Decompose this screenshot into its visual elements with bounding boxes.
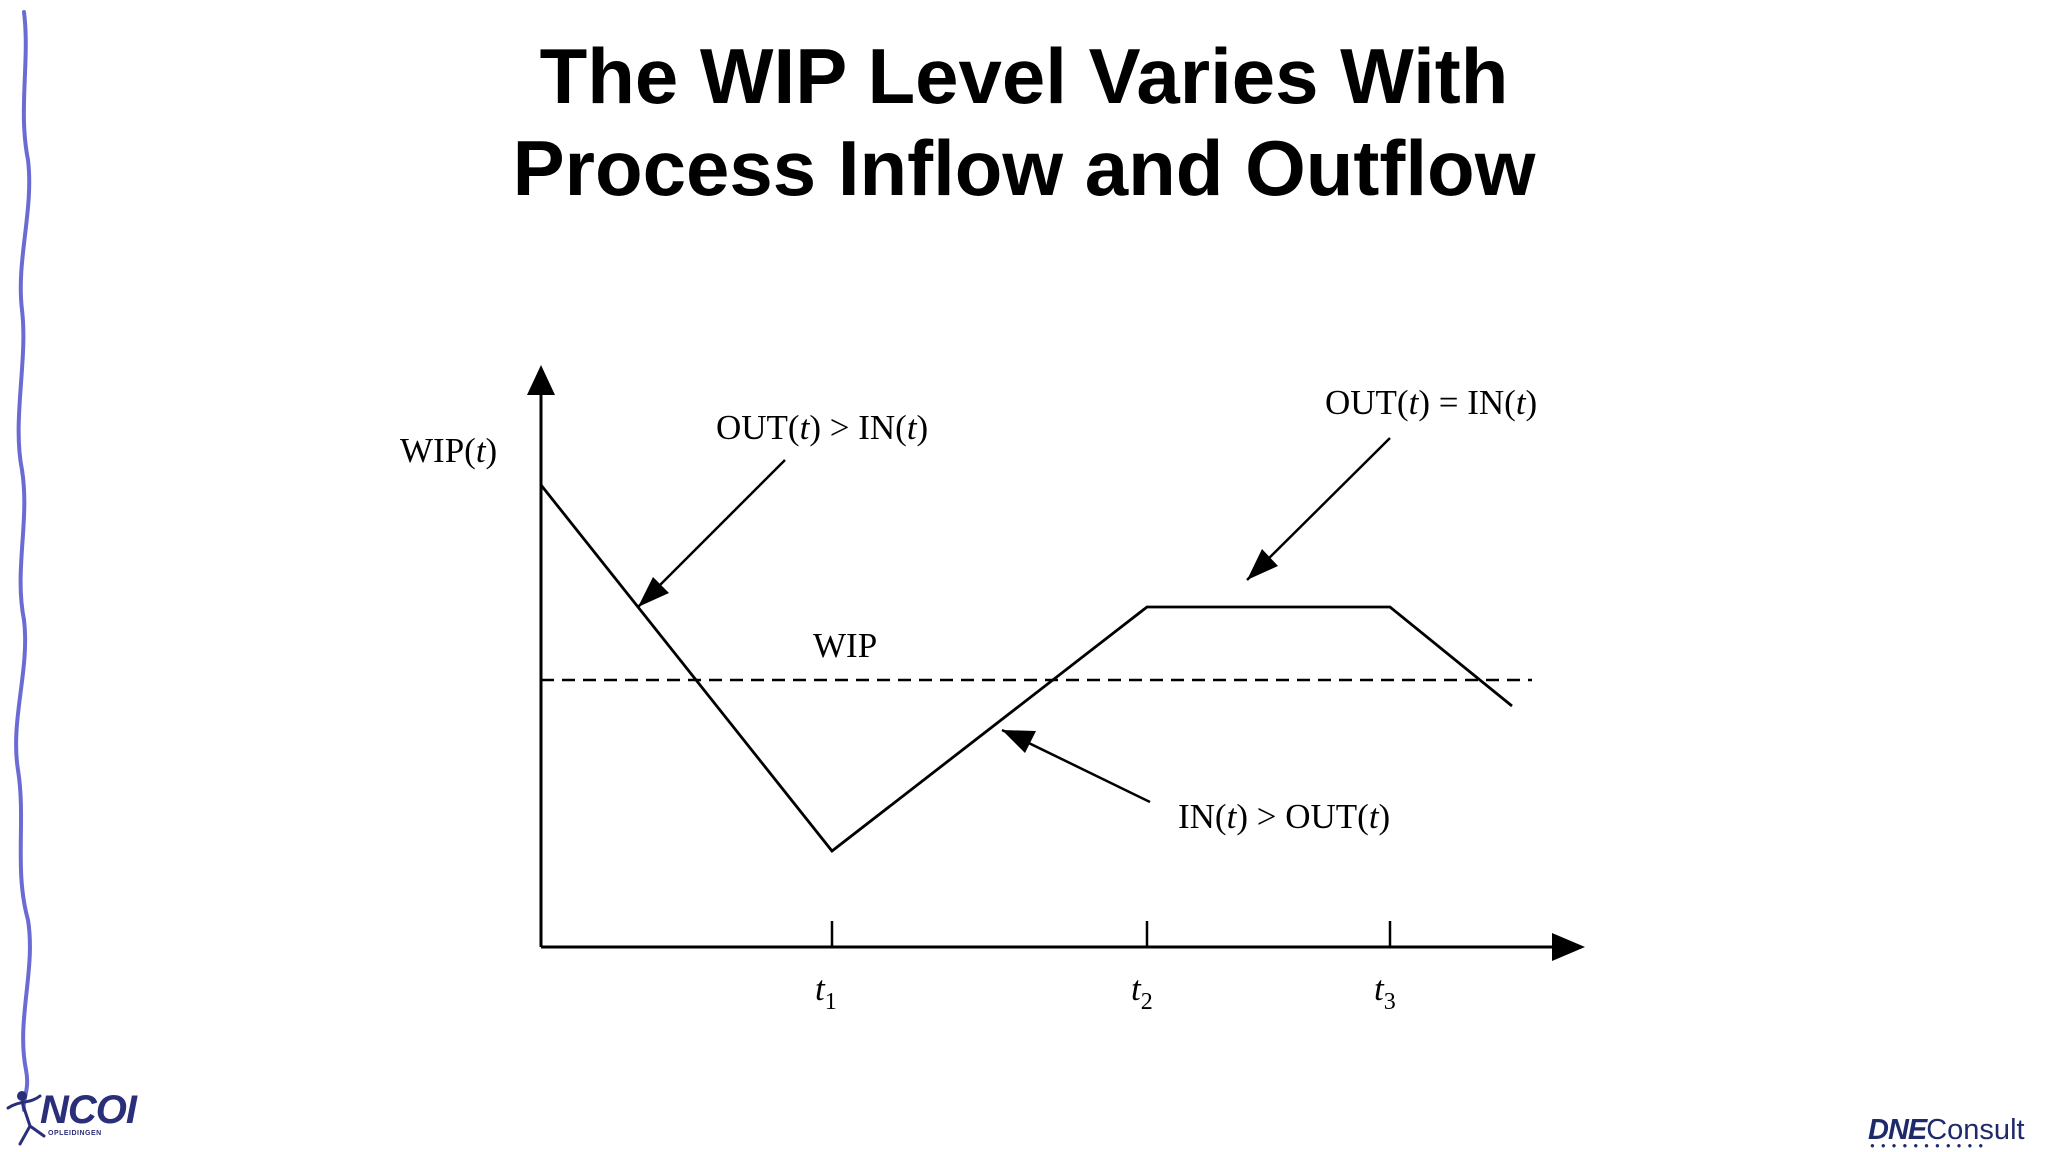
title-line-1: The WIP Level Varies With — [539, 32, 1509, 120]
x-tick-label-t3: t3 — [1374, 969, 1396, 1015]
x-tick-label-t2: t2 — [1131, 969, 1153, 1015]
arrow-steady-pointer — [1246, 437, 1391, 581]
arrow-decreasing-head — [638, 577, 669, 607]
title-line-2: Process Inflow and Outflow — [512, 124, 1536, 212]
arrow-decreasing-pointer — [637, 459, 786, 608]
left-border-decoration — [14, 10, 32, 1112]
annotation-steady: OUT(t) = IN(t) — [1325, 383, 1537, 422]
arrow-increasing-head — [1002, 730, 1036, 753]
ncoi-logo: NCOI OPLEIDINGEN — [2, 1078, 137, 1148]
average-wip-label: WIP — [813, 626, 877, 665]
slide-title: The WIP Level Varies With Process Inflow… — [0, 30, 2048, 214]
ncoi-logo-subtitle: OPLEIDINGEN — [48, 1130, 102, 1137]
dne-consult-logo: DNEConsult ●●●●●●●●●●● — [1868, 1114, 2025, 1150]
dne-logo-dots: ●●●●●●●●●●● — [1870, 1141, 1990, 1150]
ncoi-logo-figure — [6, 1091, 46, 1146]
dne-logo-word: Consult — [1926, 1114, 2025, 1146]
y-axis-arrowhead — [527, 365, 555, 395]
annotation-decreasing: OUT(t) > IN(t) — [716, 408, 928, 447]
x-tick-label-t1: t1 — [815, 969, 837, 1015]
y-axis-label: WIP(t) — [400, 431, 497, 470]
annotation-increasing: IN(t) > OUT(t) — [1178, 797, 1390, 836]
dne-logo-mark: DNE — [1868, 1114, 1927, 1146]
arrow-steady-head — [1247, 549, 1278, 580]
wip-curve — [539, 484, 1513, 853]
x-axis-arrowhead — [1552, 933, 1585, 961]
ncoi-logo-name: NCOI — [40, 1088, 137, 1132]
